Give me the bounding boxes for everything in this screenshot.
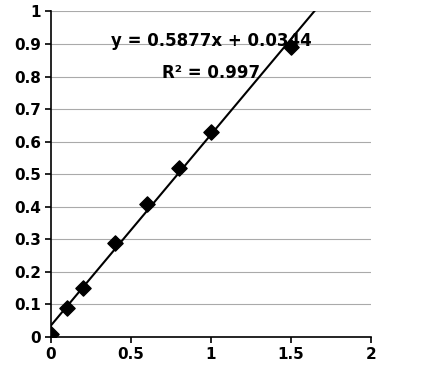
Point [288, 44, 295, 50]
Point [47, 331, 54, 337]
Text: R² = 0.997: R² = 0.997 [162, 64, 260, 82]
Text: y = 0.5877x + 0.0344: y = 0.5877x + 0.0344 [111, 32, 311, 50]
Point [208, 129, 214, 135]
Point [143, 200, 150, 206]
Point [176, 165, 182, 171]
Point [111, 240, 118, 246]
Point [63, 305, 70, 311]
Point [79, 285, 86, 291]
